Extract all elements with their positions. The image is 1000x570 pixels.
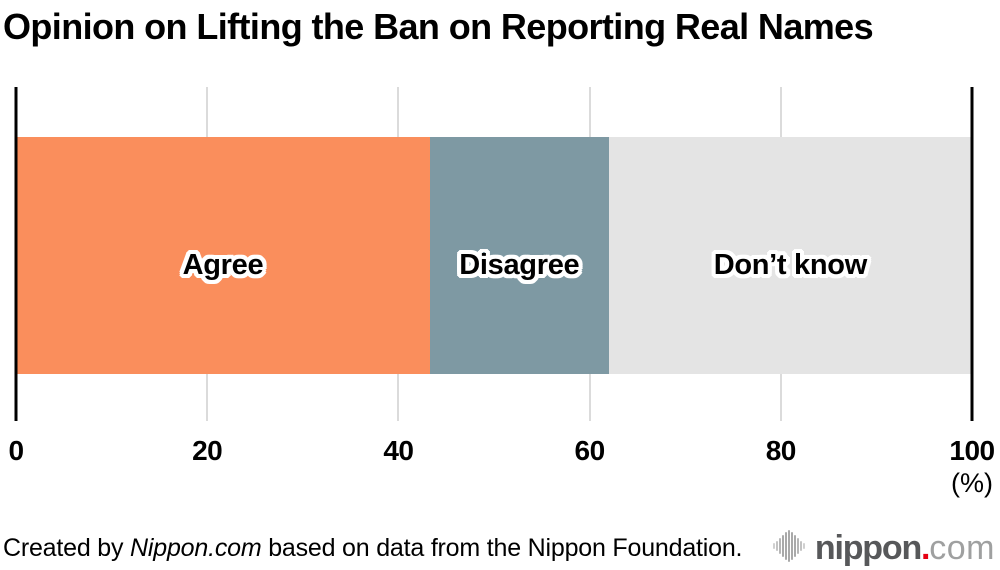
chart-title: Opinion on Lifting the Ban on Reporting …: [3, 6, 874, 47]
stacked-bar: Agree Disagree Don’t know: [16, 137, 972, 374]
tick-label-60: 60: [574, 435, 606, 466]
soundwave-icon: [772, 529, 807, 567]
credit-suffix: based on data from the Nippon Foundation…: [261, 533, 743, 562]
tick-label-100: 100: [949, 435, 995, 466]
bar-segment-don-t-know: Don’t know: [608, 137, 972, 374]
credit-prefix: Created by: [3, 533, 131, 562]
bar-segment-disagree: Disagree: [429, 137, 609, 374]
segment-label: Agree: [182, 249, 264, 281]
credit-source: Nippon.com: [130, 533, 262, 562]
axis-tick-labels: 0 20 40 60 80 100: [8, 435, 995, 467]
tick-label-0: 0: [8, 435, 24, 466]
tick-label-80: 80: [765, 435, 797, 466]
plot-area: Agree Disagree Don’t know 0 20 40 60 80 100 (%): [8, 87, 995, 498]
tick-label-20: 20: [192, 435, 223, 466]
logo-com-text: com: [929, 529, 995, 567]
segment-label: Disagree: [459, 249, 580, 281]
segment-label: Don’t know: [713, 249, 868, 281]
credit-text: Created by Nippon.com based on data from…: [3, 534, 742, 563]
footer: Created by Nippon.com based on data from…: [3, 529, 995, 567]
logo-wordmark: nippon.com: [815, 531, 995, 565]
gridline-100: [970, 87, 974, 421]
logo-nippon-text: nippon: [814, 529, 922, 567]
logo-dot: .: [921, 529, 930, 567]
nippon-logo: nippon.com: [772, 529, 995, 567]
tick-label-40: 40: [383, 435, 414, 466]
axis-unit-label: (%): [951, 468, 993, 498]
bar-segment-agree: Agree: [16, 137, 430, 374]
gridline-0: [14, 87, 18, 421]
